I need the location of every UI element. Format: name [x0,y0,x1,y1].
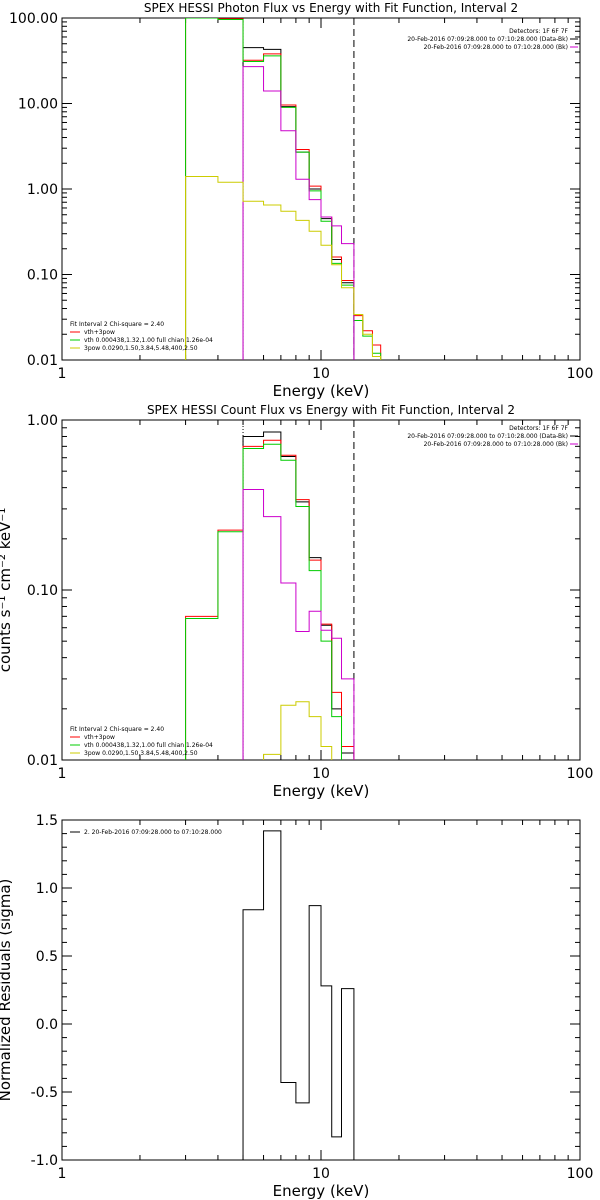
header-line: 20-Feb-2016 07:09:28.000 to 07:10:28.000… [424,441,568,448]
header-line: 20-Feb-2016 07:09:28.000 to 07:10:28.000… [407,36,568,43]
y-tick-label: 0.10 [27,268,58,284]
x-tick-label: 10 [312,1166,330,1182]
series-3pow [263,701,333,760]
x-tick-label: 100 [567,366,594,382]
header-line: Detectors: 1F 6F 7F [509,425,568,432]
series-vth-3pow [185,439,355,760]
y-tick-label: 0.5 [36,949,58,965]
x-tick-label: 10 [312,366,330,382]
x-tick-label: 1 [58,766,67,782]
x-tick-label: 100 [567,766,594,782]
chart-title: SPEX HESSI Count Flux vs Energy with Fit… [147,403,515,417]
header-line: Detectors: 1F 6F 7F [509,28,568,35]
legend-entry: Fit Interval 2 Chi-square = 2.40 [70,321,164,328]
series-3pow [185,176,382,360]
legend-entry: vth 0.000438,1.32,1.00 full chian 1.26e-… [84,742,213,749]
y-tick-label: 0.10 [27,583,58,599]
legend-entry: 2. 20-Feb-2016 07:09:28.000 to 07:10:28.… [84,829,222,836]
y-tick-label: 1.5 [36,813,58,829]
x-axis-label: Energy (keV) [273,782,370,800]
y-tick-label: 10.00 [18,97,58,113]
series-group [242,830,355,1160]
series-vth [185,18,382,360]
x-axis-label: Energy (keV) [273,1182,370,1200]
series-bk [242,66,355,360]
legend-entry: 3pow 0.0290,1.50,3.84,5.48,400,2.50 [84,345,198,352]
series-vth [185,443,343,760]
y-tick-label: -1.0 [31,1153,58,1169]
y-axis-label: Normalized Residuals (sigma) [0,879,14,1102]
y-tick-label: 1.0 [36,881,58,897]
header-line: 20-Feb-2016 07:09:28.000 to 07:10:28.000… [424,44,568,51]
x-axis-label: Energy (keV) [273,382,370,400]
chart-panel-1: SPEX HESSI Photon Flux vs Energy with Fi… [9,1,593,400]
y-tick-label: 100.00 [9,11,58,27]
chart-title: SPEX HESSI Photon Flux vs Energy with Fi… [144,1,518,15]
series-bk [242,489,355,760]
y-tick-label: -0.5 [31,1085,58,1101]
y-tick-label: 0.0 [36,1017,58,1033]
y-axis-label: counts s⁻¹ cm⁻² keV⁻¹ [0,508,14,673]
y-tick-label: 1.00 [27,182,58,198]
chart-panel-3: 1 10 100 Energy (keV) 1.5 1.0 0.5 0.0 -0.5 -1.0 No… [0,813,593,1200]
legend-entry: Fit Interval 2 Chi-square = 2.40 [70,726,164,733]
legend-entry: vth+3pow [84,734,115,741]
chart-panel-2: SPEX HESSI Count Flux vs Energy with Fit… [0,403,593,800]
y-tick-label: 0.01 [27,753,58,769]
plot-frame [61,819,581,1161]
series-group [185,18,382,360]
series-group [185,431,355,760]
x-tick-label: 100 [567,1166,594,1182]
series-residuals [242,830,355,1160]
series-vth-3pow [185,18,382,360]
y-tick-label: 0.01 [27,353,58,369]
y-tick-label: 1.00 [27,413,58,429]
legend-entry: vth 0.000438,1.32,1.00 full chian 1.26e-… [84,337,213,344]
legend-entry: vth+3pow [84,329,115,336]
x-tick-label: 1 [58,366,67,382]
legend-entry: 3pow 0.0290,1.50,3.84,5.48,400,2.50 [84,750,198,757]
series-data-bk [242,431,355,760]
header-line: 20-Feb-2016 07:09:28.000 to 07:10:28.000… [407,433,568,440]
x-tick-label: 10 [312,766,330,782]
x-tick-label: 1 [58,1166,67,1182]
series-data-bk [242,47,355,360]
